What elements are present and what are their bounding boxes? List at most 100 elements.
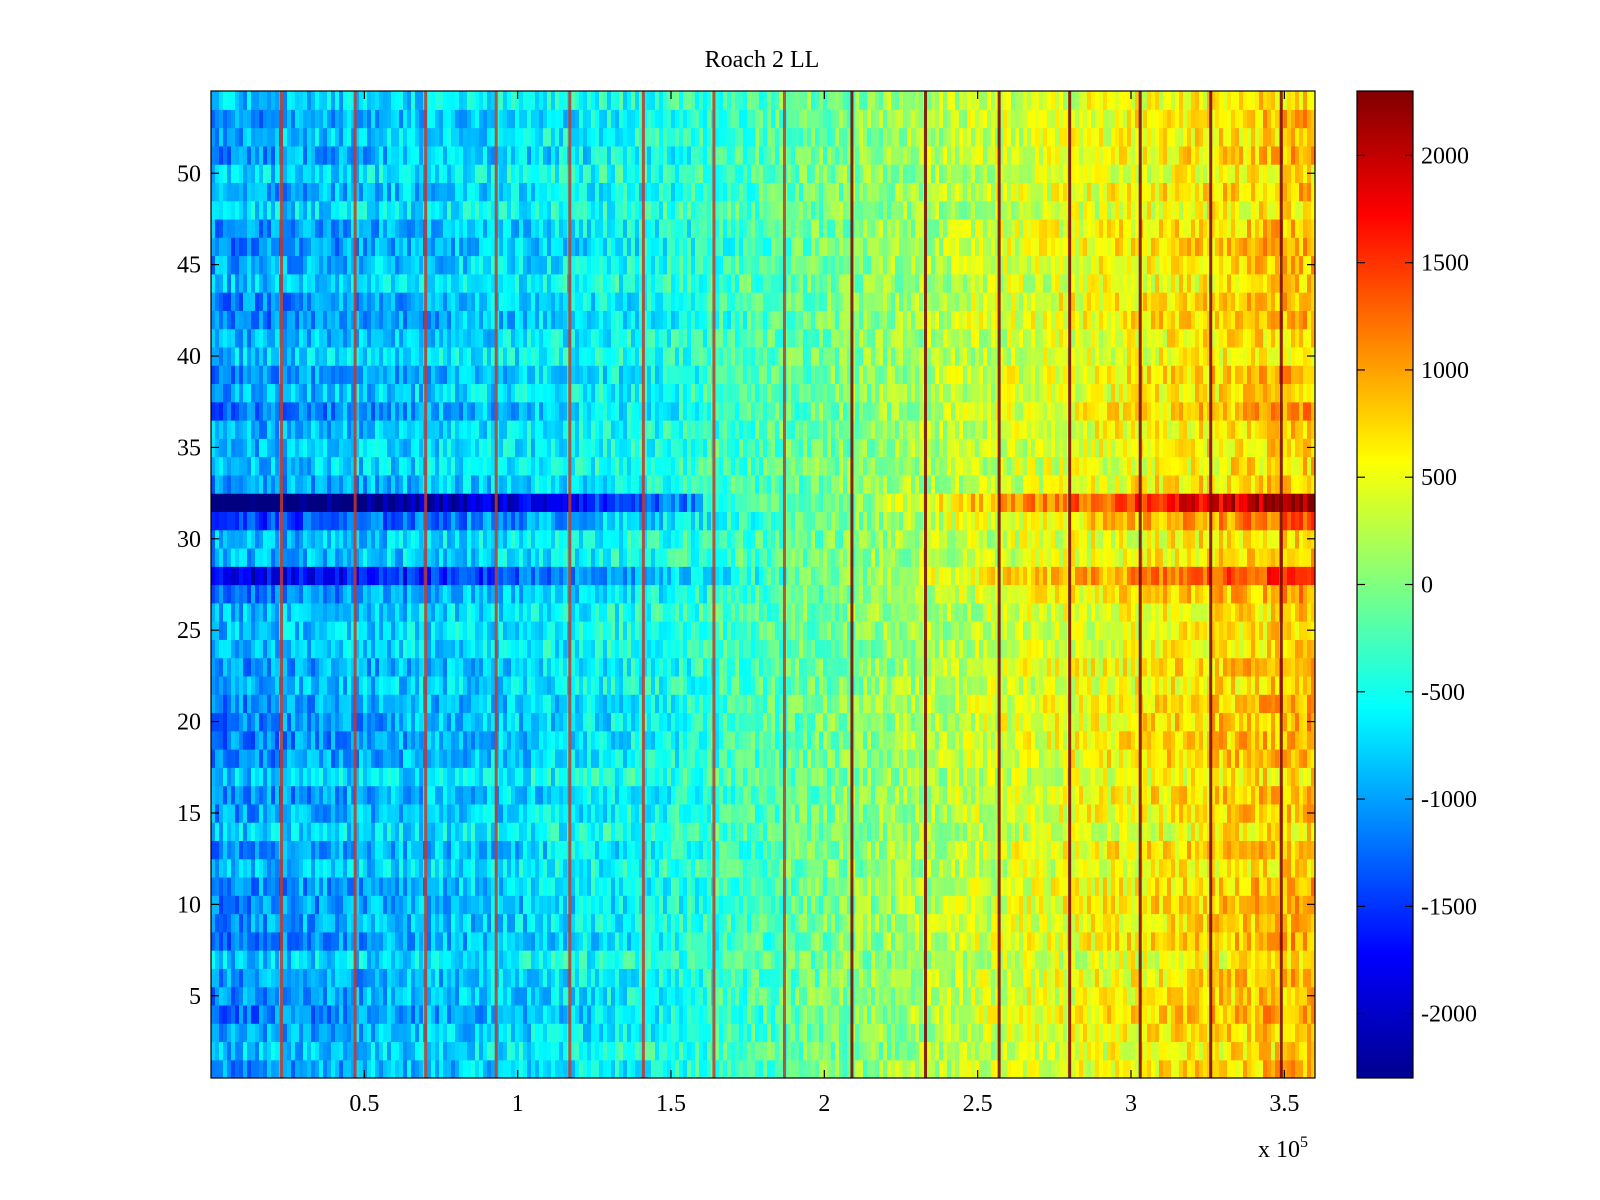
heatmap-cell bbox=[483, 804, 488, 823]
heatmap-cell bbox=[471, 932, 476, 951]
heatmap-cell bbox=[407, 1005, 412, 1024]
heatmap-cell bbox=[727, 1023, 732, 1042]
heatmap-cell bbox=[327, 859, 332, 878]
heatmap-cell bbox=[1203, 804, 1208, 823]
heatmap-cell bbox=[387, 786, 392, 805]
heatmap-cell bbox=[483, 767, 488, 786]
heatmap-cell bbox=[747, 1041, 752, 1060]
heatmap-cell bbox=[1015, 968, 1020, 987]
heatmap-cell bbox=[1023, 859, 1028, 878]
heatmap-cell bbox=[695, 1005, 700, 1024]
heatmap-cell bbox=[619, 1023, 624, 1042]
heatmap-cell bbox=[531, 822, 536, 841]
heatmap-cell bbox=[295, 895, 300, 914]
heatmap-cell bbox=[911, 1041, 916, 1060]
heatmap-cell bbox=[991, 1023, 996, 1042]
heatmap-cell bbox=[223, 877, 228, 896]
heatmap-cell bbox=[1087, 840, 1092, 859]
heatmap-cell bbox=[611, 1023, 616, 1042]
heatmap-cell bbox=[951, 1023, 956, 1042]
heatmap-cell bbox=[1127, 804, 1132, 823]
heatmap-cell bbox=[1035, 914, 1040, 933]
heatmap-cell bbox=[379, 1060, 384, 1079]
heatmap-cell bbox=[911, 877, 916, 896]
heatmap-cell bbox=[947, 822, 952, 841]
heatmap-cell bbox=[1243, 822, 1248, 841]
heatmap-cell bbox=[359, 895, 364, 914]
heatmap-cell bbox=[391, 1005, 396, 1024]
heatmap-cell bbox=[1027, 1060, 1032, 1079]
heatmap-cell bbox=[755, 987, 760, 1006]
heatmap-cell bbox=[803, 914, 808, 933]
heatmap-cell bbox=[463, 859, 468, 878]
heatmap-cell bbox=[763, 786, 768, 805]
heatmap-cell bbox=[607, 1023, 612, 1042]
heatmap-cell bbox=[1251, 822, 1256, 841]
heatmap-cell bbox=[515, 895, 520, 914]
heatmap-cell bbox=[963, 895, 968, 914]
heatmap-cell bbox=[911, 987, 916, 1006]
heatmap-cell bbox=[763, 950, 768, 969]
heatmap-cell bbox=[1059, 749, 1064, 768]
heatmap-cell bbox=[291, 749, 296, 768]
heatmap-cell bbox=[1255, 895, 1260, 914]
heatmap-cell bbox=[1163, 1060, 1168, 1079]
heatmap-cell bbox=[507, 968, 512, 987]
heatmap-cell bbox=[551, 767, 556, 786]
heatmap-cell bbox=[531, 859, 536, 878]
heatmap-cell bbox=[787, 950, 792, 969]
heatmap-cell bbox=[563, 1060, 568, 1079]
heatmap-cell bbox=[891, 822, 896, 841]
heatmap-cell bbox=[1011, 1005, 1016, 1024]
heatmap-cell bbox=[1147, 804, 1152, 823]
heatmap-cell bbox=[1291, 877, 1296, 896]
heatmap-cell bbox=[539, 859, 544, 878]
heatmap-cell bbox=[467, 859, 472, 878]
heatmap-cell bbox=[299, 895, 304, 914]
heatmap-cell bbox=[551, 1041, 556, 1060]
heatmap-cell bbox=[1051, 914, 1056, 933]
heatmap-cell bbox=[679, 859, 684, 878]
heatmap-cell bbox=[1039, 822, 1044, 841]
heatmap-cell bbox=[515, 767, 520, 786]
heatmap-cell bbox=[775, 840, 780, 859]
heatmap-cell bbox=[987, 804, 992, 823]
heatmap-cell bbox=[375, 1041, 380, 1060]
heatmap-cell bbox=[671, 987, 676, 1006]
heatmap-cell bbox=[803, 932, 808, 951]
heatmap-cell bbox=[251, 877, 256, 896]
heatmap-cell bbox=[1059, 804, 1064, 823]
heatmap-cell bbox=[243, 1005, 248, 1024]
heatmap-cell bbox=[419, 968, 424, 987]
heatmap-cell bbox=[735, 1023, 740, 1042]
heatmap-cell bbox=[947, 914, 952, 933]
heatmap-cell bbox=[755, 859, 760, 878]
heatmap-cell bbox=[1087, 1041, 1092, 1060]
heatmap-cell bbox=[463, 1005, 468, 1024]
heatmap-cell bbox=[1143, 987, 1148, 1006]
heatmap-cell bbox=[347, 1005, 352, 1024]
heatmap-cell bbox=[811, 840, 816, 859]
heatmap-cell bbox=[575, 1023, 580, 1042]
heatmap-cell bbox=[571, 968, 576, 987]
heatmap-cell bbox=[395, 749, 400, 768]
heatmap-cell bbox=[955, 822, 960, 841]
heatmap-cell bbox=[651, 1005, 656, 1024]
heatmap-cell bbox=[1123, 1023, 1128, 1042]
heatmap-cell bbox=[371, 895, 376, 914]
heatmap-cell bbox=[235, 932, 240, 951]
heatmap-cell bbox=[391, 950, 396, 969]
heatmap-cell bbox=[611, 1060, 616, 1079]
heatmap-cell bbox=[547, 1005, 552, 1024]
heatmap-cell bbox=[699, 749, 704, 768]
heatmap-cell bbox=[443, 1023, 448, 1042]
heatmap-cell bbox=[855, 749, 860, 768]
heatmap-cell bbox=[707, 749, 712, 768]
heatmap-cell bbox=[967, 804, 972, 823]
heatmap-cell bbox=[1107, 1005, 1112, 1024]
heatmap-cell bbox=[935, 767, 940, 786]
heatmap-cell bbox=[223, 932, 228, 951]
heatmap-cell bbox=[1239, 1060, 1244, 1079]
heatmap-cell bbox=[815, 786, 820, 805]
heatmap-cell bbox=[1227, 987, 1232, 1006]
